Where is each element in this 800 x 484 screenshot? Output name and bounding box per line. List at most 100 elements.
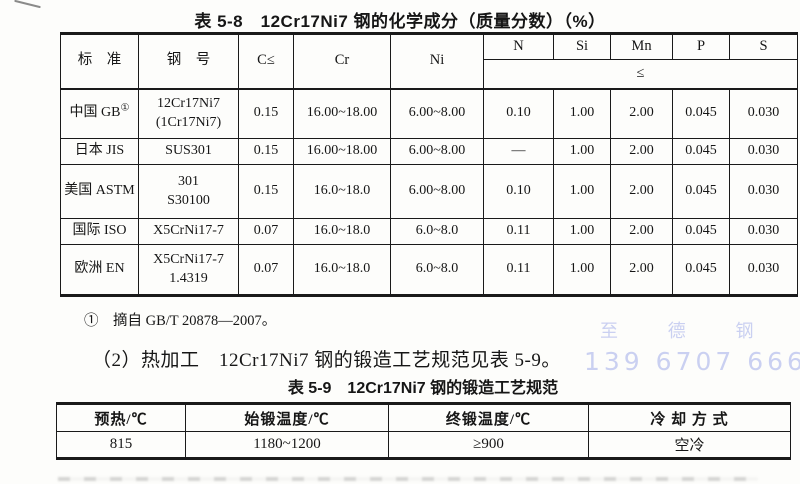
standard-text: 日本 JIS <box>74 143 125 159</box>
cell-mn: 2.00 <box>610 244 673 296</box>
cell-ni: 6.0~8.0 <box>390 218 484 245</box>
cell-ni: 6.00~8.00 <box>390 164 484 219</box>
cell-standard: 欧洲 EN <box>60 244 139 296</box>
grade-line2: (1Cr17Ni7) <box>155 114 222 130</box>
cell-c: 0.07 <box>238 244 294 296</box>
grade-line1: 301 <box>178 173 199 189</box>
header-cell-p: P <box>672 33 730 60</box>
cell-ni: 6.00~8.00 <box>390 87 484 139</box>
watermark-company: 至 德 钢 业 <box>600 321 800 342</box>
header-row-top: 标 准 钢 号 C≤ Cr Ni N Si Mn P S <box>60 33 798 89</box>
cell-c: 0.15 <box>238 87 294 139</box>
header-cell-n: N <box>483 33 554 60</box>
cell-s: 0.030 <box>729 87 798 139</box>
standard-text: 美国 ASTM <box>64 183 135 199</box>
cell-si: 1.00 <box>553 164 611 219</box>
cell-n: 0.10 <box>483 164 554 219</box>
grade-line2: S30100 <box>167 192 210 208</box>
grade-line2: 1.4319 <box>169 270 208 286</box>
body-paragraph: （2）热加工 12Cr17Ni7 钢的锻造工艺规范见表 5-9。 <box>92 350 561 371</box>
cell-n: 0.11 <box>483 244 554 296</box>
standard-text: 国际 ISO <box>72 223 127 239</box>
cell-cooling-method: 空冷 <box>588 431 791 459</box>
header-cell-start-forge-temp: 始锻温度/℃ <box>185 403 389 432</box>
forging-header-row: 预热/℃ 始锻温度/℃ 终锻温度/℃ 冷 却 方 式 <box>56 403 791 432</box>
cell-mn: 2.00 <box>610 164 673 219</box>
header-cell-standard: 标 准 <box>60 33 139 89</box>
table-5-8: 标 准 钢 号 C≤ Cr Ni N Si Mn P S ≤ 中国 GB① 12… <box>60 32 798 297</box>
cell-standard: 中国 GB① <box>60 87 139 139</box>
table-row-europe-en: 欧洲 EN X5CrNi17-7 1.4319 0.07 16.0~18.0 6.… <box>60 244 798 296</box>
cell-mn: 2.00 <box>610 87 673 139</box>
scan-artifact-bottom <box>58 477 758 481</box>
cell-si: 1.00 <box>553 138 611 165</box>
cell-n: 0.11 <box>483 218 554 245</box>
cell-s: 0.030 <box>729 138 798 165</box>
cell-si: 1.00 <box>553 87 611 139</box>
cell-s: 0.030 <box>729 244 798 296</box>
cell-standard: 国际 ISO <box>60 218 139 245</box>
cell-cr: 16.0~18.0 <box>293 244 391 296</box>
table-row-japan-jis: 日本 JIS SUS301 0.15 16.00~18.00 6.00~8.00… <box>60 138 798 165</box>
table-5-8-caption: 表 5-8 12Cr17Ni7 钢的化学成分（质量分数）（%） <box>194 12 606 31</box>
cell-n: 0.10 <box>483 87 554 139</box>
table-5-9-caption: 表 5-9 12Cr17Ni7 钢的锻造工艺规范 <box>287 380 559 397</box>
cell-final-forge-temp: ≥900 <box>388 431 589 459</box>
table-row-intl-iso: 国际 ISO X5CrNi17-7 0.07 16.0~18.0 6.0~8.0… <box>60 218 798 245</box>
header-cell-preheat: 预热/℃ <box>56 403 186 432</box>
cell-p: 0.045 <box>672 244 730 296</box>
header-cell-ni: Ni <box>390 33 484 89</box>
cell-preheat: 815 <box>56 431 186 459</box>
watermark-phone: 139 6707 6667 <box>584 346 800 376</box>
cell-grade: 301 S30100 <box>138 164 239 219</box>
standard-text: 欧洲 EN <box>74 261 125 277</box>
header-cell-limit: ≤ <box>483 59 798 89</box>
cell-grade: X5CrNi17-7 <box>138 218 239 245</box>
grade-line1: 12Cr17Ni7 <box>157 95 220 111</box>
cell-cr: 16.00~18.00 <box>293 138 391 165</box>
header-cell-s: S <box>729 33 798 60</box>
cell-cr: 16.00~18.00 <box>293 87 391 139</box>
cell-n: — <box>483 138 554 165</box>
footnote: ① 摘自 GB/T 20878—2007。 <box>84 313 277 329</box>
cell-p: 0.045 <box>672 87 730 139</box>
cell-c: 0.15 <box>238 164 294 219</box>
header-cell-mn: Mn <box>610 33 673 60</box>
cell-p: 0.045 <box>672 218 730 245</box>
header-cell-grade: 钢 号 <box>138 33 239 89</box>
grade-line1: X5CrNi17-7 <box>153 251 224 267</box>
table-5-9: 预热/℃ 始锻温度/℃ 终锻温度/℃ 冷 却 方 式 815 1180~1200… <box>56 402 791 460</box>
cell-c: 0.07 <box>238 218 294 245</box>
cell-si: 1.00 <box>553 244 611 296</box>
table-row-china-gb: 中国 GB① 12Cr17Ni7 (1Cr17Ni7) 0.15 16.00~18… <box>60 87 798 139</box>
cell-standard: 日本 JIS <box>60 138 139 165</box>
cell-s: 0.030 <box>729 164 798 219</box>
cell-cr: 16.0~18.0 <box>293 164 391 219</box>
header-cell-si: Si <box>553 33 611 60</box>
header-cell-c: C≤ <box>238 33 294 89</box>
cell-standard: 美国 ASTM <box>60 164 139 219</box>
cell-grade: SUS301 <box>138 138 239 165</box>
cell-cr: 16.0~18.0 <box>293 218 391 245</box>
cell-p: 0.045 <box>672 164 730 219</box>
cell-ni: 6.00~8.00 <box>390 138 484 165</box>
cell-mn: 2.00 <box>610 218 673 245</box>
footnote-marker: ① <box>120 102 130 114</box>
cell-si: 1.00 <box>553 218 611 245</box>
cell-grade: 12Cr17Ni7 (1Cr17Ni7) <box>138 87 239 139</box>
cell-p: 0.045 <box>672 138 730 165</box>
header-cell-cooling-method: 冷 却 方 式 <box>588 403 791 432</box>
cell-ni: 6.0~8.0 <box>390 244 484 296</box>
cell-grade: X5CrNi17-7 1.4319 <box>138 244 239 296</box>
cell-s: 0.030 <box>729 218 798 245</box>
header-cell-cr: Cr <box>293 33 391 89</box>
cell-mn: 2.00 <box>610 138 673 165</box>
table-row-usa-astm: 美国 ASTM 301 S30100 0.15 16.0~18.0 6.00~8.… <box>60 164 798 219</box>
header-cell-final-forge-temp: 终锻温度/℃ <box>388 403 589 432</box>
cell-c: 0.15 <box>238 138 294 165</box>
watermark: 至 德 钢 业 139 6707 6667 <box>584 321 800 376</box>
cell-start-forge-temp: 1180~1200 <box>185 431 389 459</box>
forging-data-row: 815 1180~1200 ≥900 空冷 <box>56 431 791 459</box>
standard-text: 中国 GB <box>69 105 121 121</box>
